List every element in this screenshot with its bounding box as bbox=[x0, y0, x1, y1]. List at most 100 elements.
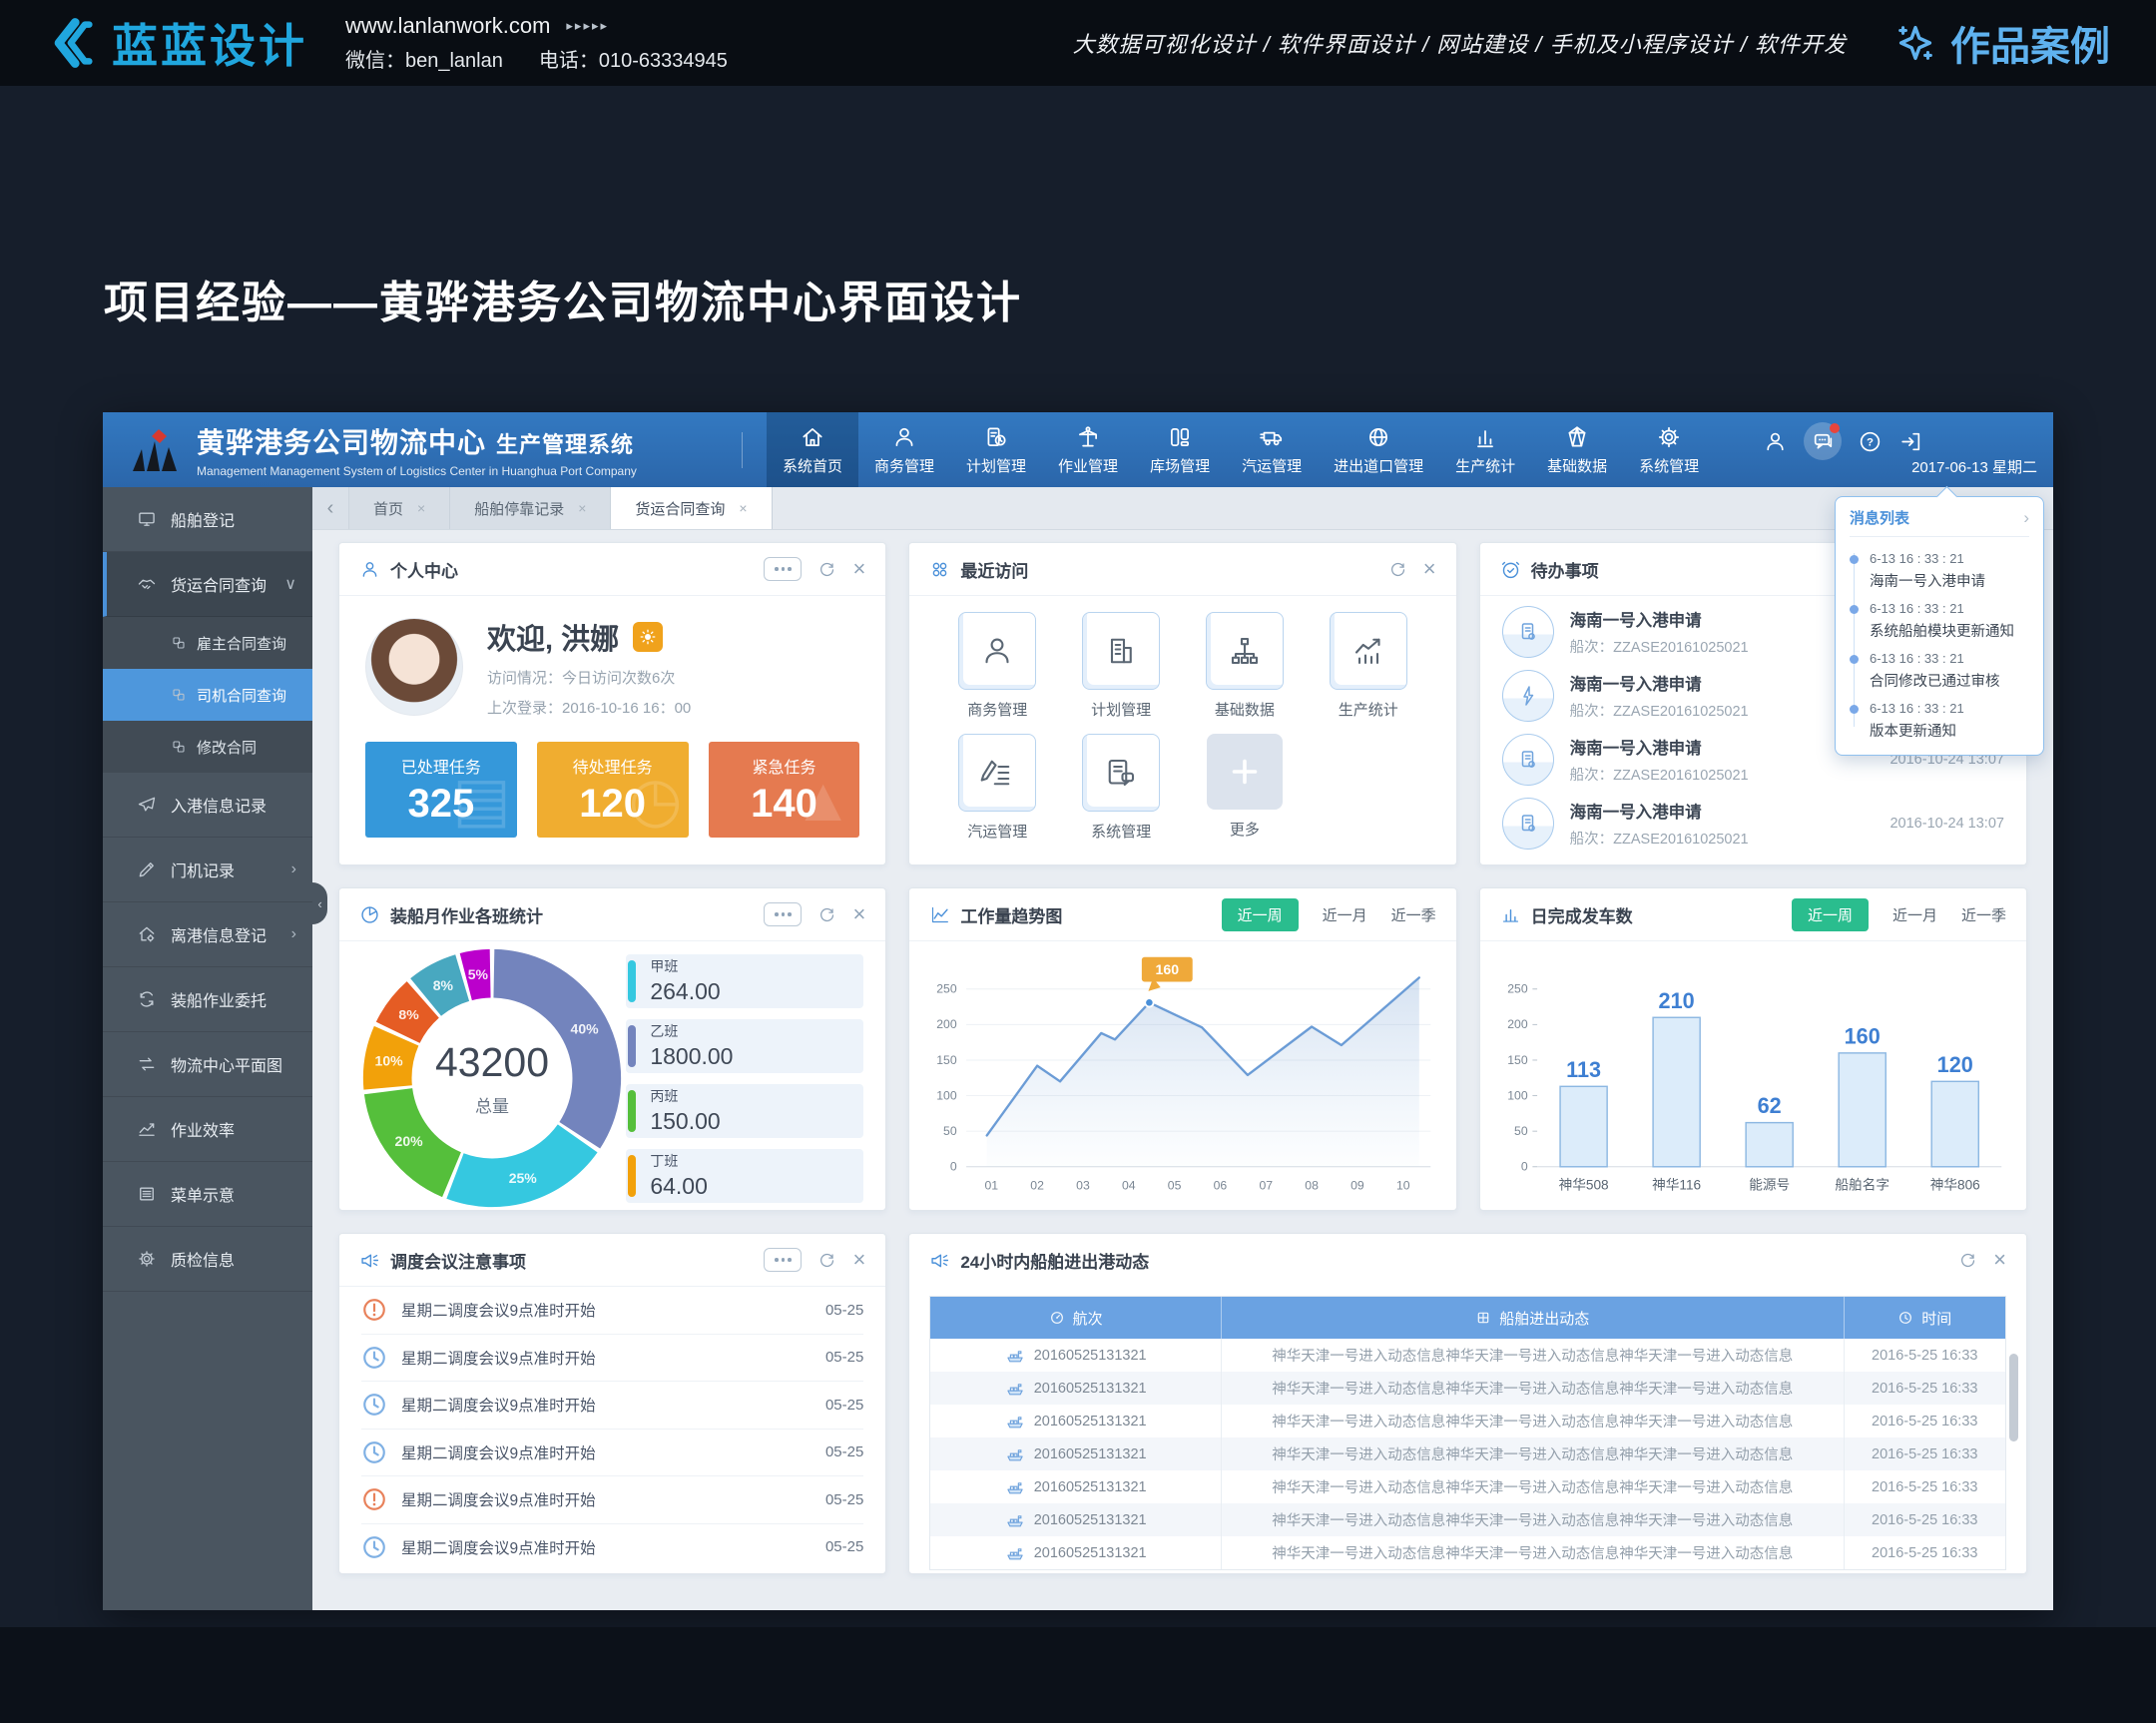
close-icon[interactable]: × bbox=[1993, 1247, 2006, 1272]
toggle-quarter[interactable]: 近一季 bbox=[1960, 906, 2006, 924]
sidebar: 船舶登记 货运合同查询 ∨ 雇主合同查询 司机合同查询 bbox=[103, 487, 327, 1610]
messages-button[interactable] bbox=[1804, 422, 1842, 460]
meeting-item[interactable]: 星期二调度会议9点准时开始 05-25 bbox=[361, 1430, 864, 1476]
close-icon[interactable]: × bbox=[417, 500, 426, 516]
tab-scroll-left-button[interactable]: ‹ bbox=[312, 487, 349, 529]
sidebar-item-quality-info[interactable]: 质检信息 bbox=[103, 1227, 312, 1292]
refresh-icon[interactable] bbox=[1958, 1251, 1977, 1270]
shortcut-production-stats[interactable]: 生产统计 bbox=[1307, 612, 1430, 720]
shortcut-truck-mgmt[interactable]: 汽运管理 bbox=[935, 734, 1059, 842]
shortcut-system-mgmt[interactable]: 系统管理 bbox=[1059, 734, 1183, 842]
toggle-month[interactable]: 近一月 bbox=[1322, 906, 1367, 924]
message-item[interactable]: 6-13 16 : 33 : 21 版本更新通知 bbox=[1850, 701, 2029, 741]
shortcut-plan[interactable]: 计划管理 bbox=[1059, 612, 1183, 720]
meeting-item[interactable]: 星期二调度会议9点准时开始 05-25 bbox=[361, 1335, 864, 1382]
site-url[interactable]: www.lanlanwork.com bbox=[345, 13, 551, 38]
nav-item-plan[interactable]: 计划管理 bbox=[950, 412, 1042, 487]
tab-berthing-record[interactable]: 船舶停靠记录 × bbox=[450, 487, 612, 529]
sidebar-item-loading-commission[interactable]: 装船作业委托 bbox=[103, 967, 312, 1032]
meeting-item[interactable]: 星期二调度会议9点准时开始 05-25 bbox=[361, 1287, 864, 1335]
toggle-week[interactable]: 近一周 bbox=[1791, 897, 1869, 931]
user-profile-icon[interactable] bbox=[1763, 429, 1788, 454]
sidebar-item-ship-register[interactable]: 船舶登记 bbox=[103, 487, 312, 552]
shortcut-more[interactable]: 更多 bbox=[1183, 734, 1307, 842]
sidebar-item-menu-demo[interactable]: 菜单示意 bbox=[103, 1162, 312, 1227]
more-button[interactable] bbox=[764, 902, 803, 926]
meeting-item-icon bbox=[361, 1345, 387, 1371]
stat-processed[interactable]: 已处理任务 325 bbox=[365, 742, 517, 838]
close-icon[interactable]: × bbox=[739, 500, 748, 516]
table-row[interactable]: 20160525131321 神华天津一号进入动态信息神华天津一号进入动态信息神华… bbox=[930, 1470, 2005, 1503]
nav-item-truck[interactable]: 汽运管理 bbox=[1226, 412, 1318, 487]
meeting-item[interactable]: 星期二调度会议9点准时开始 05-25 bbox=[361, 1382, 864, 1430]
todo-item[interactable]: 海南一号入港申请船次：ZZASE20161025021 2016-10-24 13… bbox=[1501, 792, 2004, 856]
tab-home[interactable]: 首页 × bbox=[349, 487, 451, 529]
refresh-icon[interactable] bbox=[817, 905, 836, 924]
message-item[interactable]: 6-13 16 : 33 : 21 系统船舶模块更新通知 bbox=[1850, 601, 2029, 641]
nav-item-operation[interactable]: 作业管理 bbox=[1042, 412, 1134, 487]
close-icon[interactable]: × bbox=[852, 901, 866, 926]
refresh-icon[interactable] bbox=[817, 1251, 836, 1270]
more-button[interactable] bbox=[764, 1248, 803, 1272]
table-row[interactable]: 20160525131321 神华天津一号进入动态信息神华天津一号进入动态信息神华… bbox=[930, 1372, 2005, 1405]
close-icon[interactable]: × bbox=[852, 556, 866, 581]
toggle-quarter[interactable]: 近一季 bbox=[1390, 906, 1436, 924]
close-icon[interactable]: × bbox=[1422, 556, 1436, 581]
sidebar-item-departure-register[interactable]: 离港信息登记 › bbox=[103, 902, 312, 967]
help-icon[interactable]: ? bbox=[1858, 429, 1883, 454]
close-icon[interactable]: × bbox=[852, 1247, 866, 1272]
stat-pending[interactable]: 待处理任务 120 bbox=[536, 742, 689, 838]
card-meeting-notes: 调度会议注意事项 × 星期二调度会议9点准时开始 05-25 星期二调度会议9点准时… bbox=[338, 1233, 887, 1574]
nav-item-home[interactable]: 系统首页 bbox=[767, 412, 859, 487]
toggle-week[interactable]: 近一周 bbox=[1221, 897, 1299, 931]
toggle-month[interactable]: 近一月 bbox=[1891, 906, 1937, 924]
sidebar-subitem-modify-contract[interactable]: 修改合同 bbox=[103, 721, 312, 773]
sidebar-item-gate-machine[interactable]: 门机记录 › bbox=[103, 838, 312, 902]
more-button[interactable] bbox=[764, 557, 803, 581]
portfolio-label: 作品案例 bbox=[1950, 25, 2110, 69]
sidebar-submenu: 雇主合同查询 司机合同查询 修改合同 bbox=[103, 617, 312, 773]
todo-item-icon bbox=[1501, 670, 1554, 722]
refresh-icon[interactable] bbox=[1388, 560, 1407, 579]
todo-item[interactable]: 海南一号入港申请船次：ZZASE20161025021 2016-10-24 13… bbox=[1501, 728, 2004, 792]
svg-text:04: 04 bbox=[1122, 1178, 1136, 1192]
meeting-item[interactable]: 星期二调度会议9点准时开始 05-25 bbox=[361, 1524, 863, 1571]
table-row[interactable]: 20160525131321 神华天津一号进入动态信息神华天津一号进入动态信息神华… bbox=[930, 1437, 2005, 1470]
chevron-right-icon[interactable]: › bbox=[2023, 507, 2029, 527]
sidebar-item-inbound-record[interactable]: 入港信息记录 bbox=[103, 773, 312, 838]
nav-item-gate[interactable]: 进出道口管理 bbox=[1318, 412, 1439, 487]
sidebar-item-efficiency[interactable]: 作业效率 bbox=[103, 1097, 312, 1162]
close-icon[interactable]: × bbox=[578, 500, 587, 516]
sidebar-item-freight-contract[interactable]: 货运合同查询 ∨ bbox=[103, 552, 312, 617]
nav-item-system[interactable]: 系统管理 bbox=[1623, 412, 1715, 487]
table-scrollbar[interactable] bbox=[2008, 1354, 2018, 1441]
legend-value: 64.00 bbox=[650, 1173, 708, 1199]
logout-icon[interactable] bbox=[1898, 429, 1923, 454]
stat-urgent[interactable]: 紧急任务 140 bbox=[708, 742, 860, 838]
message-item[interactable]: 6-13 16 : 33 : 21 合同修改已通过审核 bbox=[1850, 651, 2029, 691]
sidebar-subitem-driver-contract[interactable]: 司机合同查询 bbox=[103, 669, 312, 721]
table-body[interactable]: 20160525131321 神华天津一号进入动态信息神华天津一号进入动态信息神华… bbox=[930, 1339, 2005, 1569]
refresh-icon[interactable] bbox=[817, 560, 836, 579]
clock-icon bbox=[363, 1535, 385, 1558]
table-row[interactable]: 20160525131321 神华天津一号进入动态信息神华天津一号进入动态信息神华… bbox=[930, 1405, 2005, 1437]
meeting-item[interactable]: 星期二调度会议9点准时开始 05-25 bbox=[361, 1476, 864, 1524]
nav-item-business[interactable]: 商务管理 bbox=[858, 412, 950, 487]
message-item[interactable]: 6-13 16 : 33 : 21 海南一号入港申请 bbox=[1850, 551, 2029, 591]
nav-item-data[interactable]: 基础数据 bbox=[1531, 412, 1623, 487]
shortcut-base-data[interactable]: 基础数据 bbox=[1183, 612, 1307, 720]
tab-freight-contract[interactable]: 货运合同查询 × bbox=[611, 487, 773, 529]
sidebar-subitem-employer-contract[interactable]: 雇主合同查询 bbox=[103, 617, 312, 669]
table-row[interactable]: 20160525131321 神华天津一号进入动态信息神华天津一号进入动态信息神华… bbox=[930, 1503, 2005, 1536]
pencil-icon bbox=[139, 862, 154, 877]
table-row[interactable]: 20160525131321 神华天津一号进入动态信息神华天津一号进入动态信息神华… bbox=[930, 1339, 2005, 1372]
header-icon-cluster: ? bbox=[1763, 422, 1923, 460]
nav-item-stats[interactable]: 生产统计 bbox=[1439, 412, 1531, 487]
document-icon bbox=[1521, 815, 1535, 832]
sidebar-collapse-handle[interactable]: ‹ bbox=[312, 882, 327, 924]
table-row[interactable]: 20160525131321 神华天津一号进入动态信息神华天津一号进入动态信息神华… bbox=[930, 1536, 2005, 1569]
shortcut-business[interactable]: 商务管理 bbox=[935, 612, 1059, 720]
sidebar-item-center-map[interactable]: 物流中心平面图 bbox=[103, 1032, 312, 1097]
nav-item-yard[interactable]: 库场管理 bbox=[1134, 412, 1226, 487]
app-title: 黄骅港务公司物流中心 bbox=[197, 427, 487, 458]
